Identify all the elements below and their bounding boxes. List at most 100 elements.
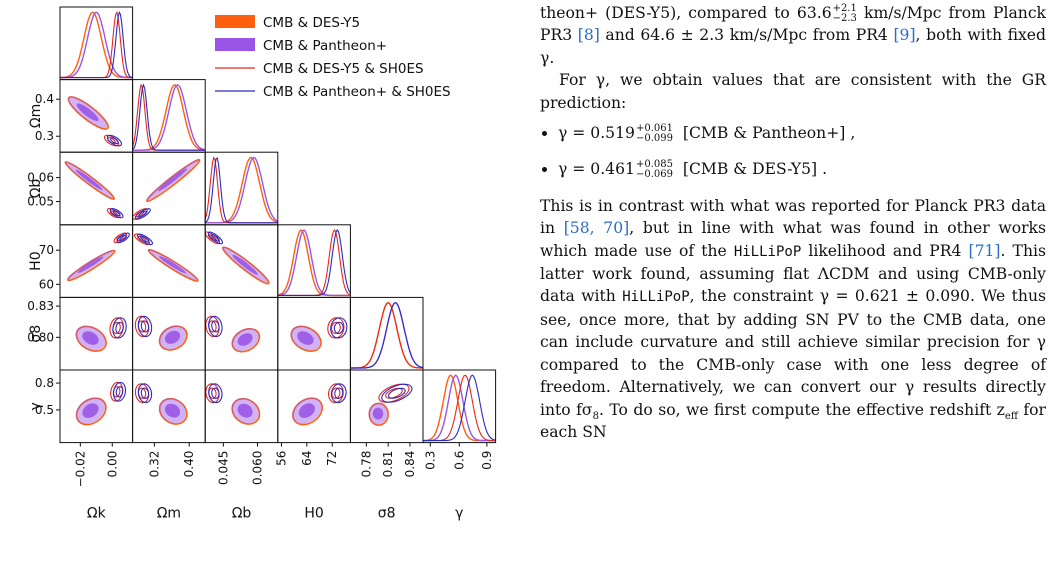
pantheon-sh0es-marginal <box>204 157 278 224</box>
des-y5-contour <box>158 397 188 425</box>
x-tick-label: 0.84 <box>403 451 417 478</box>
pantheon-sh0es-contour <box>140 387 150 399</box>
x-axis-label: H0 <box>304 506 323 522</box>
x-tick-label: 0.045 <box>216 451 230 485</box>
pantheon-sh0es-contour <box>334 387 344 399</box>
des-y5-sh0es-marginal <box>350 302 423 369</box>
pantheon-sh0es-contour <box>109 208 124 219</box>
y-tick-label: 70 <box>39 243 54 257</box>
des-y5-contour <box>292 397 324 426</box>
des-y5-contour <box>146 158 201 203</box>
des-y5-contour <box>75 325 107 352</box>
pantheon-sh0es-contour <box>112 210 121 217</box>
des-y5-contour <box>64 161 116 200</box>
legend-swatch <box>215 38 255 51</box>
x-tick-label: 0.40 <box>182 451 196 478</box>
y-axis-label: γ <box>28 402 44 410</box>
y-tick-label: 60 <box>39 277 54 291</box>
des-y5-contour <box>66 249 116 282</box>
subscript: −2.3 <box>832 13 857 24</box>
pantheon-sh0es-contour <box>115 386 124 398</box>
pantheon-sh0es-contour <box>137 383 153 404</box>
pantheon-marginal <box>60 11 133 79</box>
x-axis-label: Ωk <box>87 506 107 522</box>
pantheon-sh0es-contour <box>210 234 220 242</box>
pantheon-marginal <box>132 84 206 151</box>
x-tick-label: 0.6 <box>452 451 466 470</box>
panel-frame <box>349 369 424 444</box>
pantheon-sh0es-contour <box>116 232 130 244</box>
des-y5-sh0es-marginal <box>277 229 351 296</box>
pantheon-sh0es-contour <box>140 235 150 243</box>
paper-text: theon+ (DES-Y5), compared to 63.6 +2.1 −2.… <box>540 2 1046 443</box>
pantheon-sh0es-marginal <box>60 10 133 79</box>
y-tick-label: 0.5 <box>35 403 54 417</box>
pantheon-sh0es-contour <box>381 383 413 403</box>
y-tick-label: 0.05 <box>27 195 54 209</box>
pantheon-contour <box>298 403 315 418</box>
x-axis-label: Ωm <box>157 506 181 522</box>
pantheon-sh0es-contour <box>208 383 223 404</box>
des-y5-sh0es-marginal <box>204 156 278 224</box>
pantheon-sh0es-contour <box>211 320 220 333</box>
pantheon-marginal <box>277 229 351 297</box>
citation-link[interactable]: [8] <box>577 26 600 45</box>
x-tick-label: 0.9 <box>480 451 494 470</box>
pantheon-contour <box>77 256 104 273</box>
pantheon-contour <box>76 103 99 122</box>
y-tick-label: 0.8 <box>35 376 54 390</box>
corner-plot-figure: 0.4 0.3 0.06 0.05 70 60 0.83 0.80 0.8 0.5 −0.02 0.0… <box>0 0 505 564</box>
pantheon-contour <box>75 169 103 191</box>
citation-link[interactable]: [58, 70] <box>563 219 630 238</box>
pantheon-sh0es-contour <box>211 387 220 399</box>
x-tick-label: 0.060 <box>250 451 264 485</box>
pantheon-contour <box>237 333 253 346</box>
pantheon-contour <box>158 256 187 274</box>
pantheon-sh0es-contour <box>136 233 154 246</box>
y-tick-label: 0.83 <box>27 299 54 313</box>
pantheon-marginal <box>205 156 279 224</box>
legend-label: CMB & DES-Y5 & SH0ES <box>263 61 424 77</box>
legend: CMB & DES-Y5 CMB & Pantheon+ CMB & DES-Y5 … <box>215 15 451 100</box>
x-tick-label: 0.3 <box>423 451 437 470</box>
pantheon-sh0es-contour <box>112 317 127 339</box>
x-tick-label: 64 <box>300 451 314 466</box>
des-y5-contour <box>222 246 270 285</box>
pantheon-sh0es-contour <box>134 208 151 220</box>
des-y5-sh0es-contour <box>330 321 341 334</box>
pantheon-contour <box>82 331 99 345</box>
pantheon-sh0es-contour <box>330 383 347 404</box>
pantheon-sh0es-contour <box>115 321 124 334</box>
des-y5-contour <box>231 328 261 353</box>
y-tick-label: 0.06 <box>27 171 54 185</box>
pantheon-sh0es-marginal <box>423 374 496 442</box>
pantheon-contour <box>165 403 181 418</box>
paragraph-2: For γ, we obtain values that are consist… <box>540 71 1046 112</box>
x-tick-label: 0.78 <box>359 451 373 478</box>
corner-plot-svg: 0.4 0.3 0.06 0.05 70 60 0.83 0.80 0.8 0.5 −0.02 0.0… <box>27 6 497 522</box>
pantheon-sh0es-contour <box>333 321 344 334</box>
pantheon-sh0es-contour <box>207 231 224 245</box>
pantheon-contour <box>372 407 384 420</box>
des-y5-contour <box>158 325 188 351</box>
x-tick-label: 0.32 <box>147 451 161 478</box>
pantheon-marginal <box>423 374 496 442</box>
legend-label: CMB & Pantheon+ <box>263 38 387 54</box>
y-tick-label: 0.3 <box>35 129 54 143</box>
paragraph-3: This is in contrast with what was report… <box>540 196 1047 441</box>
pantheon-sh0es-contour <box>388 387 406 399</box>
des-y5-sh0es-contour <box>378 383 410 403</box>
citation-link[interactable]: [9] <box>893 26 916 45</box>
y-tick-label: 0.80 <box>27 330 54 344</box>
pantheon-sh0es-contour <box>106 134 123 147</box>
legend-swatch <box>215 15 255 28</box>
pantheon-sh0es-marginal <box>132 83 206 151</box>
pantheon-sh0es-marginal <box>277 229 351 296</box>
legend-label: CMB & DES-Y5 <box>263 15 360 31</box>
citation-link[interactable]: [71] <box>968 241 1001 260</box>
des-y5-contour <box>147 248 199 282</box>
des-y5-contour <box>368 402 389 426</box>
pantheon-contour <box>297 331 314 345</box>
pantheon-sh0es-contour <box>119 234 128 242</box>
pantheon-contour <box>237 403 253 418</box>
